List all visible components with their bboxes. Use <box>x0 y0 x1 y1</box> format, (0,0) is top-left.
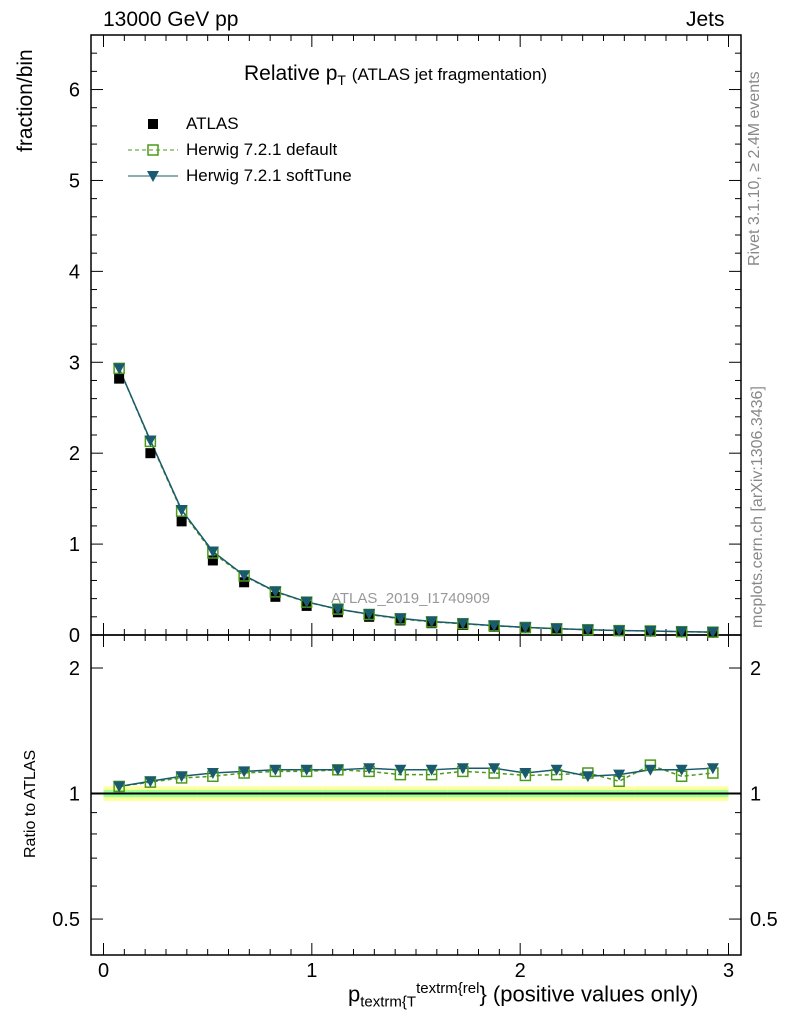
chart-title: Relative pT (ATLAS jet fragmentation) <box>244 62 547 88</box>
ratio-y-tick-label: 2 <box>69 658 80 680</box>
legend-default-marker <box>147 144 159 156</box>
atlas-point <box>145 448 156 459</box>
softtune-point <box>519 622 532 634</box>
softtune-ratio-point <box>394 764 407 776</box>
xlabel-sub: textrm{T <box>360 993 417 1011</box>
y-tick-label: 5 <box>69 170 80 192</box>
y-tick-label: 2 <box>69 443 80 465</box>
default-line <box>118 368 713 633</box>
atlas-point <box>239 577 250 588</box>
softtune-ratio-point <box>550 764 563 776</box>
ratio-y-tick-label: 1 <box>69 784 80 806</box>
xlabel-p: p <box>348 981 361 1007</box>
softtune-point <box>113 363 126 375</box>
softtune-ratio-point <box>519 768 532 780</box>
softtune-point <box>363 609 376 621</box>
legend-softtune: Herwig 7.2.1 softTune <box>186 166 352 185</box>
ratio-y-tick-label: 0.5 <box>750 909 778 931</box>
legend-atlas: ATLAS <box>186 114 239 133</box>
y-tick-label: 1 <box>69 534 80 556</box>
x-tick-label: 3 <box>723 960 734 982</box>
softtune-ratio-point <box>613 769 626 781</box>
ratio-y-tick-label: 2 <box>750 658 761 680</box>
softtune-point <box>581 624 594 636</box>
atlas-point <box>114 373 125 384</box>
title-rest: (ATLAS jet fragmentation) <box>351 65 548 84</box>
y-tick-label: 6 <box>69 80 80 102</box>
ratio-y-tick-label: 1 <box>750 784 761 806</box>
atlas-point <box>176 516 187 527</box>
softtune-point <box>206 546 219 558</box>
ratio-y-tick-label: 0.5 <box>52 909 80 931</box>
softtune-ratio-point <box>238 766 251 778</box>
softtune-ratio-point <box>113 781 126 793</box>
y-tick-label: 3 <box>69 352 80 374</box>
y-tick-label: 0 <box>69 625 80 647</box>
softtune-point <box>675 626 688 638</box>
softtune-point <box>331 604 344 616</box>
softtune-point <box>238 570 251 582</box>
x-tick-label: 0 <box>98 960 109 982</box>
legend-default: Herwig 7.2.1 default <box>186 140 338 159</box>
main-frame <box>90 34 742 636</box>
legend-atlas-marker <box>148 119 158 129</box>
softtune-point <box>706 627 719 639</box>
softtune-point <box>144 435 157 447</box>
softtune-point <box>550 623 563 635</box>
softtune-ratio-point <box>300 764 313 776</box>
x-axis-label: ptextrm{Ttextrm{rel} (positive values on… <box>348 980 698 1011</box>
softtune-ratio-point <box>175 771 188 783</box>
legend-softtune-marker <box>147 171 159 182</box>
softtune-ratio-point <box>488 763 501 775</box>
softtune-point <box>488 620 501 632</box>
softtune-ratio-point <box>363 763 376 775</box>
softtune-ratio-point <box>206 768 219 780</box>
softtune-ratio-point <box>675 764 688 776</box>
softtune-ratio-point <box>144 776 157 788</box>
watermark: ATLAS_2019_I1740909 <box>331 590 491 607</box>
softtune-point <box>269 586 282 598</box>
softtune-ratio-point <box>331 764 344 776</box>
softtune-ratio-point <box>269 764 282 776</box>
softtune-line <box>118 368 713 633</box>
softtune-point <box>456 618 469 630</box>
softtune-ratio-point <box>456 763 469 775</box>
header-left: 13000 GeV pp <box>103 8 239 31</box>
atlas-point <box>207 555 218 566</box>
xlabel-rest: } (positive values only) <box>479 981 699 1007</box>
header-right: Jets <box>686 8 725 31</box>
softtune-point <box>394 613 407 625</box>
softtune-point <box>613 625 626 637</box>
x-tick-label: 2 <box>515 960 526 982</box>
softtune-ratio-point <box>581 771 594 783</box>
softtune-point <box>644 626 657 638</box>
softtune-point <box>425 616 438 628</box>
title-sub: T <box>337 72 346 89</box>
x-tick-label: 1 <box>306 960 317 982</box>
softtune-point <box>175 505 188 516</box>
xlabel-sup: textrm{rel <box>416 980 480 997</box>
softtune-ratio-point <box>425 764 438 776</box>
softtune-ratio-point <box>644 764 657 776</box>
title-main: Relative p <box>244 62 338 85</box>
softtune-point <box>300 596 313 608</box>
y-tick-label: 4 <box>69 261 80 283</box>
softtune-ratio-point <box>706 763 719 775</box>
